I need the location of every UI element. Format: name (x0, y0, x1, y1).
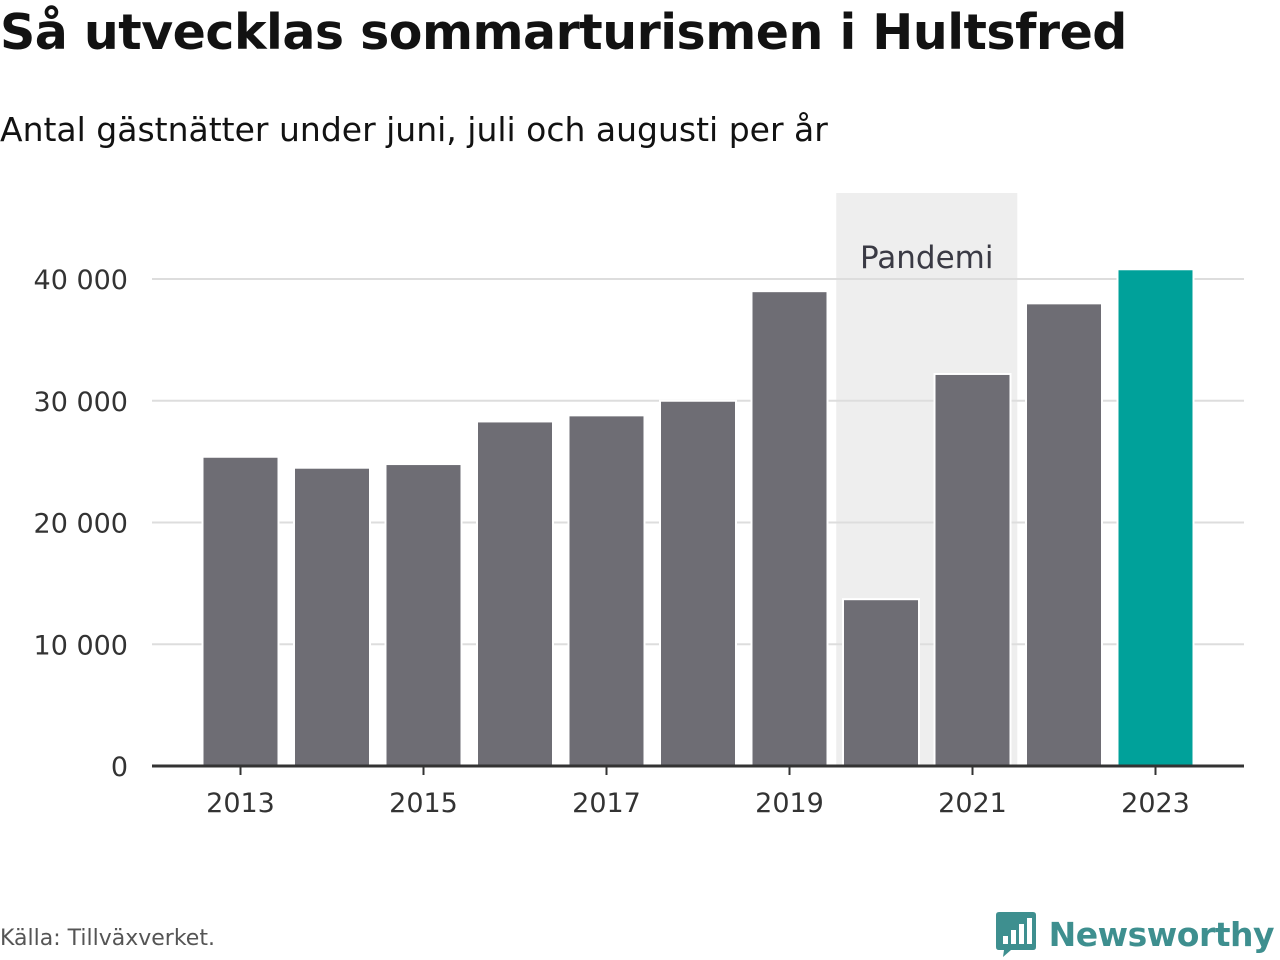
bar-2017 (567, 414, 646, 767)
x-tick-label: 2017 (572, 788, 641, 819)
brand-name: Newsworthy (1048, 914, 1275, 954)
bar-2019 (750, 290, 829, 767)
y-tick-label: 40 000 (34, 265, 128, 296)
x-tick-label: 2021 (938, 788, 1007, 819)
y-tick-label: 0 (111, 752, 128, 783)
bar-2014 (293, 466, 371, 767)
bar-chart-speech-bubble-icon (995, 912, 1036, 957)
chart-title: Så utvecklas sommarturismen i Hultsfred (0, 4, 1127, 61)
source-note: Källa: Tillväxverket. (0, 926, 215, 951)
y-tick-label: 10 000 (34, 630, 128, 661)
x-tick-label: 2019 (755, 788, 824, 819)
bar-2022 (1025, 302, 1103, 767)
brand-logo: Newsworthy (995, 910, 1275, 958)
x-tick-label: 2013 (206, 788, 275, 819)
bar-2016 (476, 420, 554, 767)
pandemic-label: Pandemi (860, 240, 994, 276)
bar-2015 (384, 463, 463, 767)
bar-2023 (1116, 268, 1195, 767)
bar-chart: Pandemi 0 10 000 20 000 30 000 40 000 2013 2015… (34, 193, 1244, 819)
bar-2020 (842, 598, 920, 768)
x-tick-label: 2023 (1121, 788, 1190, 819)
bar-2021 (933, 372, 1012, 767)
y-tick-label: 30 000 (34, 387, 128, 418)
x-tick-label: 2015 (389, 788, 458, 819)
chart-subtitle: Antal gästnätter under juni, juli och au… (0, 110, 828, 149)
bar-2018 (659, 399, 737, 767)
y-tick-label: 20 000 (34, 509, 128, 540)
bar-2013 (201, 455, 280, 767)
